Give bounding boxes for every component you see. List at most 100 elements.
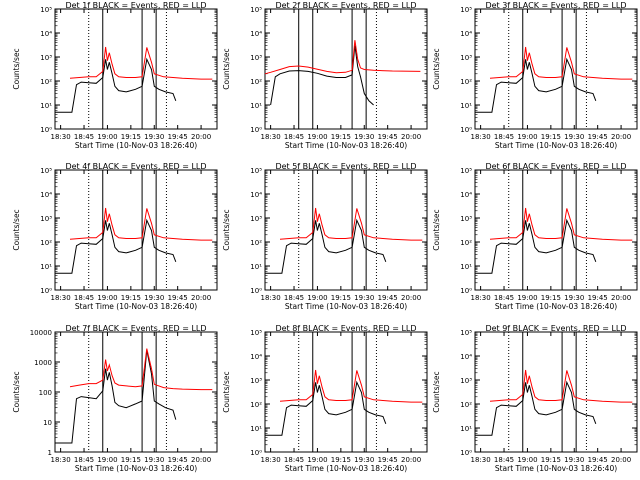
x-axis-label: Start Time (10-Nov-03 18:26:40) xyxy=(495,464,617,473)
y-tick-label: 10¹ xyxy=(460,425,472,433)
x-tick-label: 18:30 xyxy=(471,133,491,141)
y-tick-label: 10³ xyxy=(460,54,472,62)
events-series-line xyxy=(265,380,387,436)
x-tick-label: 18:30 xyxy=(51,456,71,464)
x-tick-label: 19:00 xyxy=(517,294,537,302)
x-tick-label: 19:30 xyxy=(354,133,374,141)
x-tick-label: 20:00 xyxy=(611,456,631,464)
x-tick-label: 19:00 xyxy=(97,456,117,464)
y-tick-label: 10¹ xyxy=(460,102,472,110)
panel-title: Det 2f BLACK = Events, RED = LLD xyxy=(275,1,416,10)
y-tick-label: 10⁵ xyxy=(40,167,52,175)
x-tick-label: 20:00 xyxy=(401,456,421,464)
y-tick-label: 10⁵ xyxy=(250,6,262,14)
x-axis-label: Start Time (10-Nov-03 18:26:40) xyxy=(495,302,617,311)
y-tick-label: 10³ xyxy=(40,215,52,223)
plot-frame xyxy=(54,169,218,291)
panel-1: Det 1f BLACK = Events, RED = LLD 18:30 18:… xyxy=(12,1,218,150)
x-tick-label: 18:45 xyxy=(284,294,304,302)
y-axis-label: Counts/sec xyxy=(222,48,231,89)
y-tick-label: 10³ xyxy=(460,377,472,385)
panel-title: Det 8f BLACK = Events, RED = LLD xyxy=(275,324,416,333)
y-tick-label: 10⁵ xyxy=(460,329,472,337)
x-tick-label: 19:00 xyxy=(307,133,327,141)
panel-7: Det 7f BLACK = Events, RED = LLD 18:30 18:… xyxy=(12,324,218,473)
y-tick-label: 10⁵ xyxy=(250,329,262,337)
y-tick-label: 10² xyxy=(40,78,52,86)
events-series-line xyxy=(475,218,597,274)
x-tick-label: 20:00 xyxy=(611,133,631,141)
x-tick-label: 20:00 xyxy=(191,294,211,302)
y-tick-label: 10² xyxy=(250,78,262,86)
x-tick-label: 19:30 xyxy=(144,133,164,141)
lld-series-line xyxy=(279,369,423,403)
x-tick-label: 19:45 xyxy=(168,133,188,141)
x-tick-label: 19:00 xyxy=(517,133,537,141)
x-axis-label: Start Time (10-Nov-03 18:26:40) xyxy=(285,141,407,150)
y-tick-label: 100 xyxy=(39,389,52,397)
x-tick-label: 18:30 xyxy=(261,294,281,302)
x-tick-label: 19:45 xyxy=(588,294,608,302)
x-tick-label: 18:30 xyxy=(261,133,281,141)
x-tick-label: 20:00 xyxy=(191,133,211,141)
x-tick-label: 19:15 xyxy=(331,133,351,141)
x-tick-label: 19:15 xyxy=(541,133,561,141)
y-tick-label: 10⁰ xyxy=(40,287,52,295)
x-axis-label: Start Time (10-Nov-03 18:26:40) xyxy=(75,302,197,311)
lld-series-line xyxy=(264,40,421,75)
lld-series-line xyxy=(489,369,633,403)
y-tick-label: 10⁵ xyxy=(250,167,262,175)
x-tick-label: 18:30 xyxy=(471,456,491,464)
y-tick-label: 10³ xyxy=(460,215,472,223)
y-tick-label: 10³ xyxy=(250,377,262,385)
y-tick-label: 1 xyxy=(48,449,52,457)
x-tick-label: 18:45 xyxy=(74,294,94,302)
lld-series-line xyxy=(69,207,213,241)
x-tick-label: 19:00 xyxy=(517,456,537,464)
x-tick-label: 19:45 xyxy=(378,133,398,141)
x-tick-label: 19:30 xyxy=(144,456,164,464)
x-tick-label: 19:30 xyxy=(564,456,584,464)
y-tick-label: 10³ xyxy=(250,54,262,62)
plot-frame xyxy=(474,169,638,291)
plot-frame xyxy=(54,331,218,453)
panel-title: Det 4f BLACK = Events, RED = LLD xyxy=(65,162,206,171)
y-tick-label: 10⁰ xyxy=(460,287,472,295)
x-tick-label: 19:00 xyxy=(307,456,327,464)
y-tick-label: 10 xyxy=(43,419,52,427)
events-series-line xyxy=(475,380,597,436)
plot-frame xyxy=(264,8,428,130)
lld-series-line xyxy=(69,46,213,80)
events-series-line xyxy=(270,45,374,106)
y-tick-label: 10⁴ xyxy=(40,191,52,199)
y-tick-label: 10⁵ xyxy=(460,6,472,14)
y-tick-label: 10⁴ xyxy=(250,30,262,38)
x-tick-label: 19:45 xyxy=(378,456,398,464)
y-tick-label: 10⁴ xyxy=(40,30,52,38)
plot-frame xyxy=(474,331,638,453)
panel-title: Det 3f BLACK = Events, RED = LLD xyxy=(485,1,626,10)
panel-2: Det 2f BLACK = Events, RED = LLD 18:30 18:… xyxy=(222,1,428,150)
y-tick-label: 10⁴ xyxy=(460,191,472,199)
x-tick-label: 19:30 xyxy=(354,456,374,464)
x-tick-label: 19:15 xyxy=(121,456,141,464)
y-axis-label: Counts/sec xyxy=(432,48,441,89)
y-tick-label: 10⁴ xyxy=(250,353,262,361)
y-tick-label: 10⁴ xyxy=(250,191,262,199)
y-tick-label: 10⁰ xyxy=(250,126,262,134)
x-tick-label: 18:45 xyxy=(284,456,304,464)
lld-series-line xyxy=(489,46,633,80)
x-tick-label: 19:30 xyxy=(354,294,374,302)
y-tick-label: 10⁰ xyxy=(460,449,472,457)
x-tick-label: 20:00 xyxy=(611,294,631,302)
lld-series-line xyxy=(69,348,213,391)
x-tick-label: 19:00 xyxy=(97,133,117,141)
y-tick-label: 10² xyxy=(460,239,472,247)
x-tick-label: 19:15 xyxy=(541,294,561,302)
y-tick-label: 10⁰ xyxy=(250,449,262,457)
y-tick-label: 10000 xyxy=(30,329,52,337)
x-tick-label: 19:00 xyxy=(97,294,117,302)
x-tick-label: 19:00 xyxy=(307,294,327,302)
plot-frame xyxy=(474,8,638,130)
y-tick-label: 10⁴ xyxy=(460,30,472,38)
